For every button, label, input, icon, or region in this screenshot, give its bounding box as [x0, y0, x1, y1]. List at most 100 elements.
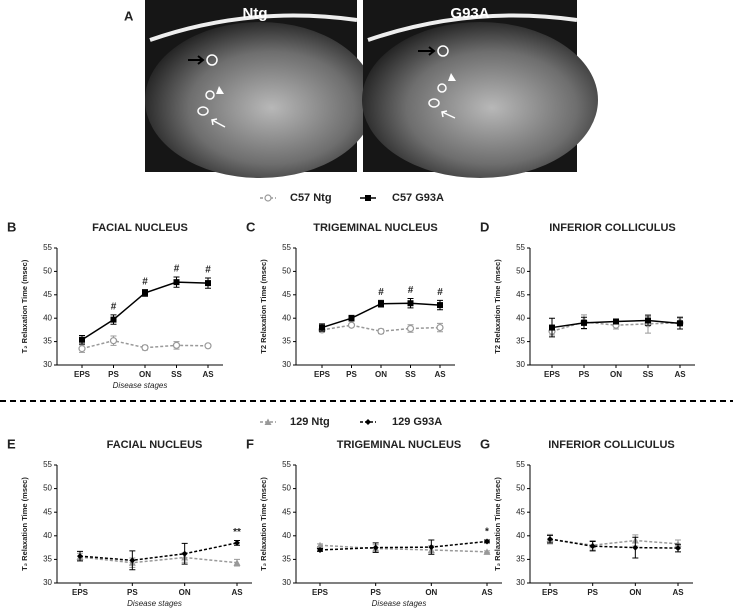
y-tick-label: 35: [516, 337, 525, 346]
legend-marker: [264, 194, 272, 202]
y-axis-label: T₂ Relaxation Time (msec): [20, 259, 29, 353]
data-point: [142, 289, 148, 296]
y-tick-label: 50: [282, 484, 291, 493]
y-tick-label: 35: [43, 555, 52, 564]
y-axis-label: T2 Relaxation Time (msec): [493, 259, 502, 354]
y-tick-label: 30: [282, 578, 291, 587]
y-tick-label: 30: [43, 578, 52, 587]
mri-g93a: [362, 0, 598, 178]
significance-mark: #: [205, 265, 211, 276]
x-tick-label: SS: [171, 370, 182, 379]
x-axis-label: Disease stages: [127, 599, 182, 608]
y-tick-label: 40: [43, 531, 52, 540]
panel-label: G: [480, 436, 490, 451]
y-axis-label: T₂ Relaxation Time (msec): [20, 477, 29, 571]
series-line: [81, 339, 209, 350]
series-line: [319, 544, 488, 553]
significance-mark: **: [233, 527, 241, 538]
panel-label: B: [7, 219, 16, 234]
significance-mark: *: [485, 527, 489, 538]
data-point: [645, 317, 651, 324]
data-point: [78, 345, 86, 353]
y-tick-label: 40: [282, 313, 291, 322]
x-tick-label: AS: [231, 588, 243, 597]
y-tick-label: 50: [43, 267, 52, 276]
y-tick-label: 50: [516, 484, 525, 493]
chart-title: FACIAL NUCLEUS: [92, 222, 188, 234]
data-point: [549, 324, 555, 331]
data-point: [677, 320, 683, 327]
data-point: [316, 541, 324, 549]
y-tick-label: 55: [516, 243, 525, 252]
x-tick-label: PS: [370, 588, 381, 597]
x-tick-label: SS: [643, 370, 654, 379]
x-tick-label: EPS: [544, 370, 561, 379]
data-point: [233, 559, 241, 566]
y-tick-label: 35: [516, 555, 525, 564]
data-point: [319, 324, 325, 331]
x-tick-label: AS: [674, 370, 686, 379]
y-tick-label: 55: [43, 243, 52, 252]
y-tick-label: 50: [282, 267, 291, 276]
data-point: [77, 553, 83, 560]
data-point: [483, 548, 491, 555]
data-point: [484, 538, 490, 545]
y-tick-label: 55: [282, 243, 291, 252]
data-point: [317, 546, 323, 553]
significance-mark: #: [142, 276, 148, 287]
panel-label: D: [480, 219, 489, 234]
data-point: [372, 544, 379, 551]
data-point: [377, 327, 385, 335]
x-tick-label: AS: [672, 588, 684, 597]
y-tick-label: 55: [282, 460, 291, 469]
y-tick-label: 45: [282, 290, 291, 299]
y-tick-label: 40: [516, 313, 525, 322]
y-tick-label: 50: [43, 484, 52, 493]
y-tick-label: 45: [43, 507, 52, 516]
legend-label: 129 G93A: [392, 416, 442, 428]
x-tick-label: EPS: [542, 588, 559, 597]
series-line: [319, 540, 488, 551]
data-point: [141, 344, 149, 352]
legend-label: C57 G93A: [392, 192, 444, 204]
data-point: [589, 543, 596, 550]
y-tick-label: 45: [516, 290, 525, 299]
y-tick-label: 35: [282, 555, 291, 564]
y-tick-label: 30: [43, 360, 52, 369]
x-tick-label: PS: [579, 370, 590, 379]
data-point: [613, 318, 619, 325]
data-point: [406, 324, 415, 333]
x-tick-label: PS: [127, 588, 138, 597]
data-point: [378, 300, 384, 307]
data-point: [204, 342, 212, 350]
x-tick-label: AS: [434, 370, 446, 379]
x-tick-label: EPS: [314, 370, 331, 379]
panel-label: C: [246, 219, 256, 234]
data-point: [129, 557, 136, 564]
y-tick-label: 55: [516, 460, 525, 469]
panel-label: F: [246, 436, 254, 451]
x-tick-label: ON: [179, 588, 191, 597]
x-axis-label: Disease stages: [372, 599, 427, 608]
chart-title: TRIGEMINAL NUCLEUS: [337, 439, 461, 451]
x-tick-label: ON: [610, 370, 622, 379]
series-line: [549, 538, 679, 546]
data-point: [109, 337, 118, 345]
y-tick-label: 40: [282, 531, 291, 540]
significance-mark: #: [408, 285, 414, 296]
significance-mark: #: [378, 287, 384, 298]
data-point: [407, 300, 414, 307]
data-point: [675, 545, 681, 552]
x-tick-label: ON: [139, 370, 151, 379]
legend-marker: [365, 419, 371, 425]
data-point: [181, 550, 188, 557]
legend-marker: [264, 418, 272, 425]
image-label: Ntg: [243, 5, 268, 22]
x-tick-label: PS: [346, 370, 357, 379]
data-point: [632, 544, 639, 551]
x-tick-label: AS: [202, 370, 214, 379]
x-tick-label: SS: [405, 370, 416, 379]
y-axis-label: T₂ Relaxation Time (msec): [259, 477, 268, 571]
y-tick-label: 35: [282, 337, 291, 346]
